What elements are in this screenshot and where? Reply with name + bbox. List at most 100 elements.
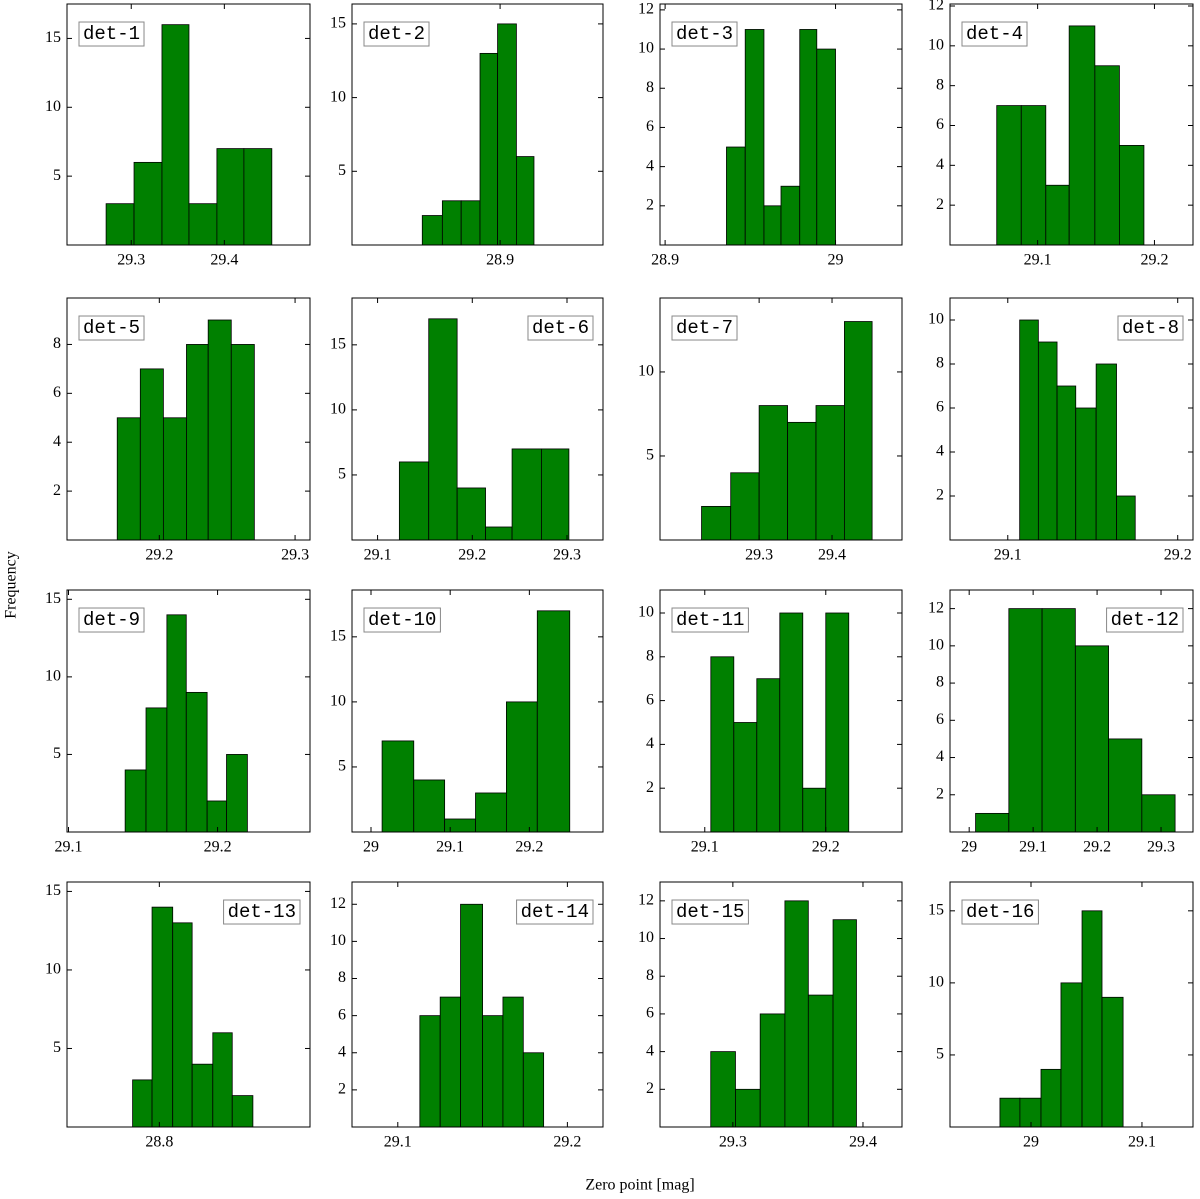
panel-label: det-3 <box>676 23 733 45</box>
y-tick-label: 6 <box>936 116 944 133</box>
x-axis-label: Zero point [mag] <box>585 1177 694 1194</box>
x-tick-label: 29.4 <box>818 547 846 564</box>
bar <box>759 1013 786 1128</box>
bar <box>784 900 809 1128</box>
y-tick-label: 4 <box>936 748 944 765</box>
x-tick-label: 29.2 <box>515 839 543 856</box>
bar <box>744 29 765 246</box>
plot-frame <box>351 3 604 246</box>
bar <box>428 318 458 541</box>
bar <box>726 146 746 246</box>
bar <box>441 200 462 246</box>
x-tick-label: 29.3 <box>1147 839 1175 856</box>
panel: 28.9 29 2 4 6 8 10 12 det-3 <box>638 1 903 269</box>
y-tick-label: 6 <box>936 399 944 416</box>
y-tick-label: 8 <box>936 76 944 93</box>
y-tick-label: 5 <box>53 167 61 184</box>
bar <box>145 707 168 833</box>
panel-label-box <box>671 607 749 633</box>
bar <box>166 614 187 833</box>
panel: 29.1 29.2 5 10 15 det-9 <box>45 589 311 856</box>
y-tick-label: 4 <box>646 1042 654 1059</box>
panel-label-box <box>78 21 145 47</box>
bar <box>522 1052 545 1128</box>
bar <box>1060 982 1083 1128</box>
bar <box>216 148 245 246</box>
y-tick-label: 6 <box>646 118 654 135</box>
y-tick-label: 10 <box>928 974 944 991</box>
y-tick-label: 4 <box>936 156 944 173</box>
y-tick-label: 10 <box>638 604 654 621</box>
y-tick-label: 5 <box>53 1039 61 1056</box>
panel: 29.1 29.2 2 4 6 8 10 det-8 <box>928 297 1194 564</box>
y-tick-label: 10 <box>638 40 654 57</box>
panel-label: det-12 <box>1111 609 1179 631</box>
panel: 29.3 29.4 5 10 det-7 <box>638 297 903 564</box>
bar <box>1081 910 1103 1128</box>
y-tick-label: 15 <box>330 628 346 645</box>
panel-label-box <box>671 899 749 925</box>
y-tick-label: 5 <box>646 447 654 464</box>
x-tick-label: 29 <box>1023 1134 1039 1151</box>
bar <box>799 29 818 246</box>
y-tick-label: 10 <box>638 929 654 946</box>
bar <box>1101 996 1124 1128</box>
bar <box>975 812 1010 833</box>
bar <box>460 903 483 1128</box>
x-tick-label: 29.3 <box>281 547 309 564</box>
y-tick-label: 15 <box>45 29 61 46</box>
x-tick-label: 29.1 <box>691 839 719 856</box>
bar <box>710 656 735 833</box>
y-tick-label: 12 <box>330 895 346 912</box>
panel-label: det-16 <box>966 901 1034 923</box>
plot-frame <box>659 3 903 246</box>
bar <box>1068 25 1096 246</box>
y-tick-label: 8 <box>646 79 654 96</box>
y-tick-label: 6 <box>53 384 61 401</box>
y-tick-label: 10 <box>928 637 944 654</box>
x-tick-label: 29 <box>363 839 379 856</box>
bar <box>816 48 836 246</box>
bar <box>497 23 517 246</box>
x-tick-label: 29.1 <box>1128 1134 1156 1151</box>
x-tick-label: 29 <box>961 839 977 856</box>
y-tick-label: 6 <box>338 1006 346 1023</box>
bar <box>207 319 232 541</box>
y-tick-label: 10 <box>330 932 346 949</box>
bar <box>730 472 760 541</box>
panel: 29 29.1 29.2 5 10 15 det-10 <box>330 589 604 856</box>
y-tick-label: 8 <box>53 335 61 352</box>
x-tick-label: 28.9 <box>651 252 679 269</box>
bar <box>456 487 486 541</box>
bar <box>502 996 524 1128</box>
bar <box>756 678 781 833</box>
panel-label-box <box>961 21 1028 47</box>
bar <box>1008 608 1043 833</box>
panel: 29.1 29.2 2 4 6 8 10 12 det-14 <box>330 881 604 1151</box>
panel: 29.1 29.2 2 4 6 8 10 12 det-4 <box>928 0 1194 269</box>
panel-label: det-4 <box>966 23 1023 45</box>
bar <box>151 906 174 1128</box>
bar <box>1074 645 1109 833</box>
x-tick-label: 29.1 <box>364 547 392 564</box>
y-tick-label: 8 <box>646 647 654 664</box>
y-tick-label: 10 <box>330 88 346 105</box>
x-tick-label: 29.1 <box>384 1134 412 1151</box>
bar <box>162 417 187 541</box>
bar <box>1037 341 1058 541</box>
y-tick-label: 10 <box>330 401 346 418</box>
bar <box>511 448 542 541</box>
bar <box>1094 65 1120 246</box>
y-tick-label: 2 <box>646 779 654 796</box>
bar <box>733 722 758 833</box>
y-tick-label: 5 <box>338 162 346 179</box>
bar <box>139 368 164 541</box>
y-tick-label: 10 <box>45 961 61 978</box>
y-axis-label: Frequency <box>3 551 20 619</box>
x-tick-label: 29.1 <box>436 839 464 856</box>
bar <box>1056 385 1077 541</box>
bar <box>701 505 732 541</box>
panel: 29 29.1 5 10 15 det-16 <box>928 881 1194 1151</box>
panel: 28.9 5 10 15 det-2 <box>330 3 604 269</box>
bar <box>421 215 443 246</box>
